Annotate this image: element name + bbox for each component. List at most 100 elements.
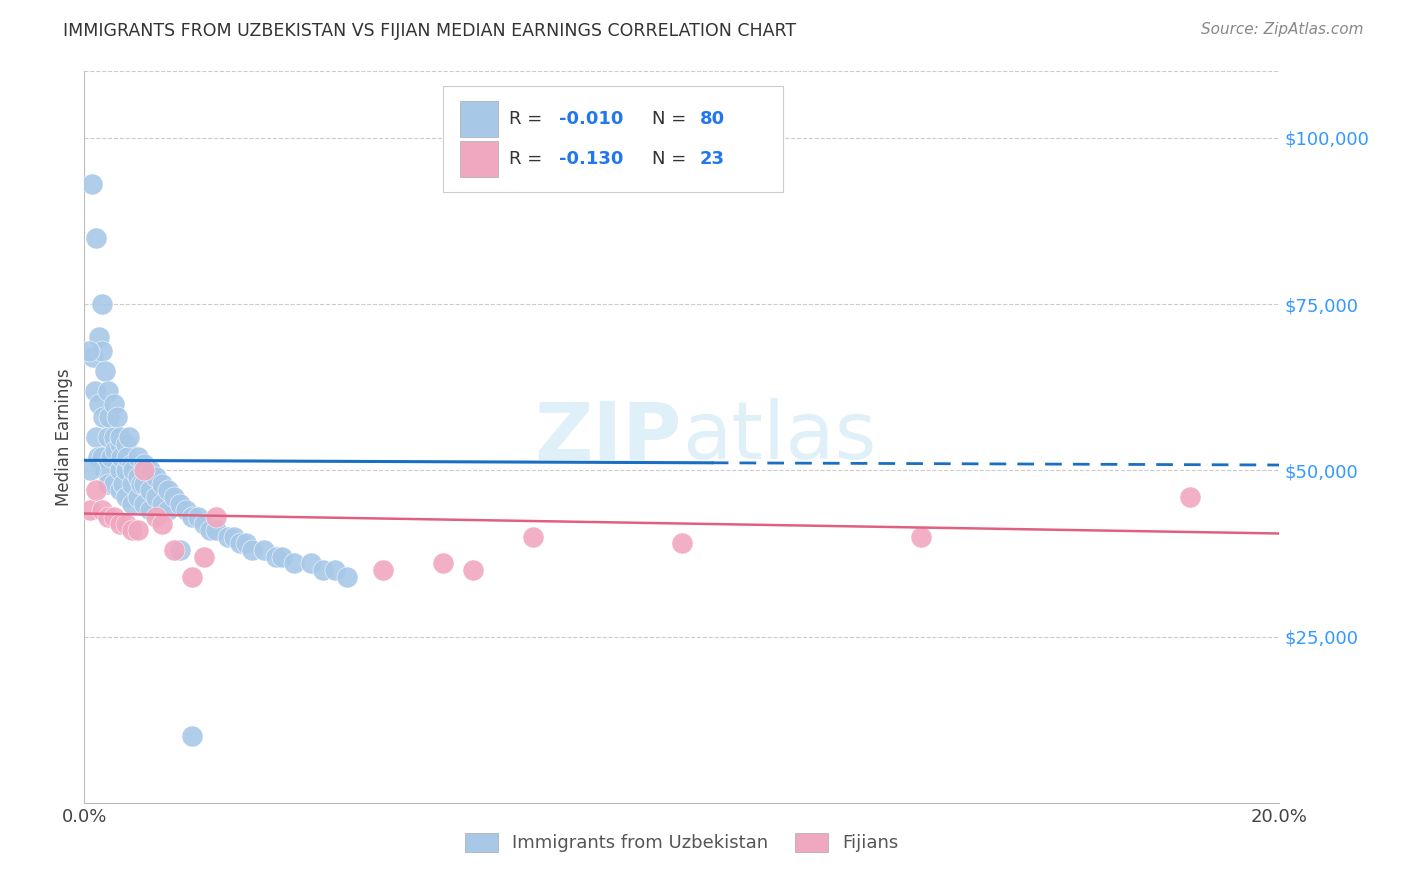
Point bbox=[117, 450, 139, 464]
FancyBboxPatch shape bbox=[460, 141, 498, 178]
Point bbox=[110, 516, 132, 531]
Point bbox=[163, 490, 186, 504]
Point bbox=[336, 570, 359, 584]
Point bbox=[80, 178, 103, 192]
Point bbox=[235, 536, 257, 550]
Point bbox=[222, 530, 245, 544]
Point bbox=[79, 463, 101, 477]
Point bbox=[77, 343, 100, 358]
Point bbox=[312, 563, 335, 577]
Point bbox=[103, 430, 125, 444]
Point bbox=[1178, 490, 1201, 504]
Point bbox=[97, 509, 120, 524]
Point bbox=[373, 563, 395, 577]
Point bbox=[86, 230, 108, 244]
Point bbox=[121, 457, 143, 471]
Text: atlas: atlas bbox=[682, 398, 876, 476]
Point bbox=[115, 436, 138, 450]
Point bbox=[94, 363, 117, 377]
Point bbox=[103, 509, 125, 524]
Text: N =: N = bbox=[652, 110, 692, 128]
Point bbox=[115, 463, 138, 477]
Point bbox=[103, 476, 125, 491]
Point bbox=[270, 549, 292, 564]
Point bbox=[301, 557, 323, 571]
Point bbox=[522, 530, 544, 544]
Point bbox=[115, 516, 138, 531]
Point bbox=[121, 523, 143, 537]
Point bbox=[139, 503, 162, 517]
Point bbox=[461, 563, 484, 577]
Point bbox=[325, 563, 347, 577]
Point bbox=[100, 450, 122, 464]
Point bbox=[132, 476, 156, 491]
Point bbox=[264, 549, 287, 564]
Point bbox=[103, 397, 125, 411]
FancyBboxPatch shape bbox=[443, 86, 783, 192]
Point bbox=[121, 476, 143, 491]
Point bbox=[193, 549, 215, 564]
Point bbox=[181, 509, 204, 524]
Point bbox=[157, 483, 180, 498]
Point bbox=[139, 463, 162, 477]
Legend: Immigrants from Uzbekistan, Fijians: Immigrants from Uzbekistan, Fijians bbox=[458, 826, 905, 860]
Point bbox=[157, 503, 180, 517]
Point bbox=[127, 490, 149, 504]
Text: -0.010: -0.010 bbox=[558, 110, 623, 128]
Point bbox=[205, 523, 228, 537]
Text: R =: R = bbox=[509, 110, 547, 128]
Point bbox=[205, 509, 228, 524]
Point bbox=[112, 476, 135, 491]
Point bbox=[91, 297, 114, 311]
Point bbox=[86, 450, 108, 464]
Text: 23: 23 bbox=[700, 150, 725, 168]
Point bbox=[110, 463, 132, 477]
Point bbox=[174, 503, 197, 517]
Point bbox=[89, 397, 111, 411]
Point bbox=[91, 450, 114, 464]
Point bbox=[193, 516, 215, 531]
Point bbox=[121, 497, 143, 511]
Point bbox=[91, 503, 114, 517]
Point bbox=[104, 443, 127, 458]
Point bbox=[240, 543, 263, 558]
Point bbox=[132, 463, 156, 477]
Point bbox=[122, 463, 145, 477]
Point bbox=[132, 457, 156, 471]
Point bbox=[127, 450, 149, 464]
Point bbox=[187, 509, 209, 524]
Point bbox=[105, 410, 128, 425]
Point bbox=[145, 509, 167, 524]
Y-axis label: Median Earnings: Median Earnings bbox=[55, 368, 73, 506]
Point bbox=[910, 530, 932, 544]
Point bbox=[110, 436, 132, 450]
Point bbox=[169, 497, 191, 511]
Point bbox=[139, 483, 162, 498]
Point bbox=[163, 543, 186, 558]
Point bbox=[94, 463, 117, 477]
Point bbox=[97, 384, 120, 398]
Point bbox=[86, 483, 108, 498]
Point bbox=[127, 523, 149, 537]
Point bbox=[89, 330, 111, 344]
Point bbox=[110, 450, 132, 464]
Point bbox=[228, 536, 252, 550]
FancyBboxPatch shape bbox=[460, 101, 498, 137]
Point bbox=[181, 570, 204, 584]
Point bbox=[283, 557, 305, 571]
Point bbox=[198, 523, 221, 537]
Point bbox=[181, 729, 204, 743]
Point bbox=[82, 351, 104, 365]
Point bbox=[129, 476, 152, 491]
Point bbox=[145, 470, 167, 484]
Point bbox=[145, 490, 167, 504]
Point bbox=[91, 343, 114, 358]
Point bbox=[86, 430, 108, 444]
Point bbox=[93, 410, 115, 425]
Point bbox=[132, 497, 156, 511]
Point bbox=[150, 476, 173, 491]
Text: R =: R = bbox=[509, 150, 547, 168]
Text: IMMIGRANTS FROM UZBEKISTAN VS FIJIAN MEDIAN EARNINGS CORRELATION CHART: IMMIGRANTS FROM UZBEKISTAN VS FIJIAN MED… bbox=[63, 22, 796, 40]
Text: 80: 80 bbox=[700, 110, 725, 128]
Point bbox=[432, 557, 454, 571]
